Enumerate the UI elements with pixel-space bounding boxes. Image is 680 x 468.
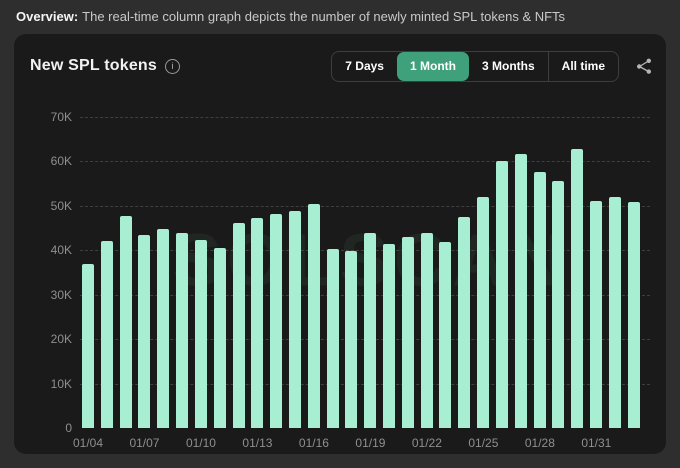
y-axis-tick-label: 20K: [50, 332, 72, 347]
time-range-button-7-days[interactable]: 7 Days: [332, 52, 397, 81]
bar-01-11[interactable]: [213, 248, 226, 428]
time-range-button-3-months[interactable]: 3 Months: [469, 52, 548, 81]
overview-text: The real-time column graph depicts the n…: [82, 9, 566, 24]
bar-01-09[interactable]: [176, 233, 189, 428]
plot-area: SOLSCAN: [80, 117, 650, 428]
bar-01-31[interactable]: [589, 201, 602, 428]
bar-01-26[interactable]: [495, 161, 508, 428]
share-button[interactable]: [635, 57, 653, 75]
gridline: [80, 205, 650, 207]
chart-title: New SPL tokens: [30, 57, 157, 74]
bar-01-22[interactable]: [420, 232, 433, 428]
y-axis-tick-label: 40K: [50, 243, 72, 258]
x-axis-tick-label: 01/25: [468, 436, 499, 450]
bar-01-29[interactable]: [552, 180, 565, 428]
bar-01-21[interactable]: [401, 236, 414, 428]
y-axis-tick-label: 30K: [50, 287, 72, 302]
y-axis: 70K 60K 50K 40K 30K 20K 10K 0: [14, 110, 72, 435]
y-axis-tick-label: 50K: [50, 198, 72, 213]
bar-01-14[interactable]: [270, 213, 283, 428]
overview-label: Overview:: [16, 9, 79, 24]
bar-01-25[interactable]: [477, 197, 490, 428]
bar-01-28[interactable]: [533, 171, 546, 428]
bar-01-12[interactable]: [232, 222, 245, 428]
bars: [82, 117, 640, 428]
title-wrap: New SPL tokens: [30, 57, 180, 75]
gridline: [80, 161, 650, 163]
bar-01-16[interactable]: [307, 204, 320, 428]
share-nodes-icon: [635, 57, 653, 75]
bar-01-10[interactable]: [194, 239, 207, 428]
time-range-group: 7 Days 1 Month 3 Months All time: [331, 50, 619, 82]
bar-01-05[interactable]: [100, 241, 113, 428]
bar-01-18[interactable]: [345, 251, 358, 428]
bar-02-01[interactable]: [608, 197, 621, 428]
bar-01-19[interactable]: [364, 233, 377, 428]
bar-01-23[interactable]: [439, 242, 452, 428]
bar-01-30[interactable]: [571, 148, 584, 428]
bar-01-27[interactable]: [514, 153, 527, 428]
x-axis-tick-label: 01/19: [355, 436, 386, 450]
bar-01-04[interactable]: [82, 263, 94, 428]
info-circle-icon[interactable]: [165, 58, 180, 74]
x-axis: 01/04 01/07 01/10 01/13 01/16 01/19 01/22 01/25…: [73, 436, 640, 452]
overview-line: Overview: The real-time column graph depi…: [16, 8, 565, 26]
x-axis-tick-label: 01/10: [185, 436, 216, 450]
bar-01-24[interactable]: [458, 216, 471, 428]
x-axis-tick-label: 01/31: [581, 436, 612, 450]
bar-02-02[interactable]: [627, 201, 640, 428]
bar-01-15[interactable]: [288, 211, 301, 428]
x-axis-tick-label: 01/13: [242, 436, 273, 450]
y-axis-tick-label: 10K: [50, 376, 72, 391]
time-range-button-all-time[interactable]: All time: [547, 51, 618, 81]
time-range-button-1-month[interactable]: 1 Month: [396, 51, 469, 81]
x-axis-tick-label: 01/07: [129, 436, 160, 450]
y-axis-tick-label: 0: [65, 421, 72, 435]
x-axis-tick-label: 01/22: [411, 436, 442, 450]
bar-01-06[interactable]: [119, 215, 132, 428]
x-axis-tick-label: 01/16: [298, 436, 329, 450]
bar-01-20[interactable]: [383, 244, 395, 428]
header-controls: 7 Days 1 Month 3 Months All time: [331, 50, 653, 82]
y-axis-tick-label: 60K: [50, 154, 72, 169]
gridline: [80, 117, 650, 118]
bar-01-08[interactable]: [157, 229, 170, 428]
x-axis-tick-label: 01/04: [72, 436, 104, 450]
y-axis-tick-label: 70K: [50, 110, 72, 124]
bar-01-07[interactable]: [138, 234, 151, 428]
bar-01-13[interactable]: [251, 217, 264, 428]
x-axis-tick-label: 01/28: [524, 436, 555, 450]
bar-01-17[interactable]: [326, 248, 339, 428]
